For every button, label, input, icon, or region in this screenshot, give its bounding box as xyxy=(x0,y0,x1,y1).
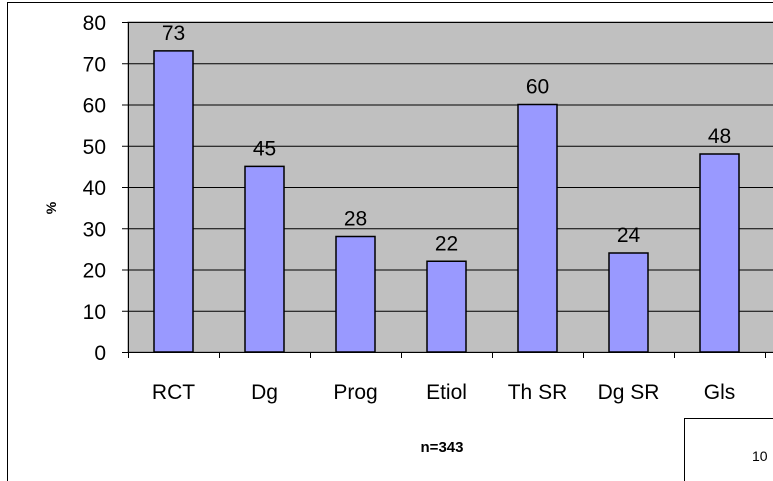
gridlines xyxy=(128,22,773,312)
y-tick-label: 0 xyxy=(94,342,106,365)
y-axis-label: % xyxy=(43,201,59,214)
data-label: 22 xyxy=(435,232,458,255)
y-tick-label: 30 xyxy=(83,218,106,241)
x-tick-label: Etiol xyxy=(426,381,467,404)
data-label: 24 xyxy=(617,224,641,247)
bars xyxy=(153,50,740,353)
y-tick-label: 10 xyxy=(83,301,106,324)
x-tick-label: Dg SR xyxy=(598,381,660,404)
x-tick-label: Prog xyxy=(333,381,377,404)
x-axis-label: n=343 xyxy=(421,439,464,456)
y-tick-label: 50 xyxy=(83,136,106,159)
page-number-box xyxy=(684,418,773,481)
data-label: 73 xyxy=(162,22,185,45)
bar-gls xyxy=(699,153,740,353)
axes xyxy=(122,22,773,358)
bar-th-sr xyxy=(517,103,558,353)
data-label: 60 xyxy=(526,76,549,99)
bar-dg-sr xyxy=(608,252,649,353)
y-tick-label: 80 xyxy=(83,12,106,35)
data-label: 28 xyxy=(344,208,367,231)
bar-etiol xyxy=(426,260,467,353)
y-tick-label: 40 xyxy=(83,177,106,200)
y-tick-label: 20 xyxy=(83,260,106,283)
data-label: 48 xyxy=(708,125,731,148)
y-tick-labels: 0 10 20 30 40 50 60 70 80 xyxy=(83,12,106,365)
x-tick-labels: RCT Dg Prog Etiol Th SR Dg SR Gls xyxy=(152,381,735,404)
y-tick-label: 60 xyxy=(83,95,106,118)
x-tick-label: RCT xyxy=(152,381,195,404)
x-tick-label: Dg xyxy=(251,381,278,404)
data-label: 45 xyxy=(253,137,276,160)
data-labels: 73 45 28 22 60 24 48 xyxy=(162,22,731,255)
bar-rct xyxy=(153,50,194,353)
page-number: 10 xyxy=(752,448,768,464)
x-tick-label: Th SR xyxy=(508,381,568,404)
y-tick-label: 70 xyxy=(83,53,106,76)
x-tick-label: Gls xyxy=(704,381,736,404)
bar-prog xyxy=(335,235,376,353)
bar-dg xyxy=(244,165,285,353)
